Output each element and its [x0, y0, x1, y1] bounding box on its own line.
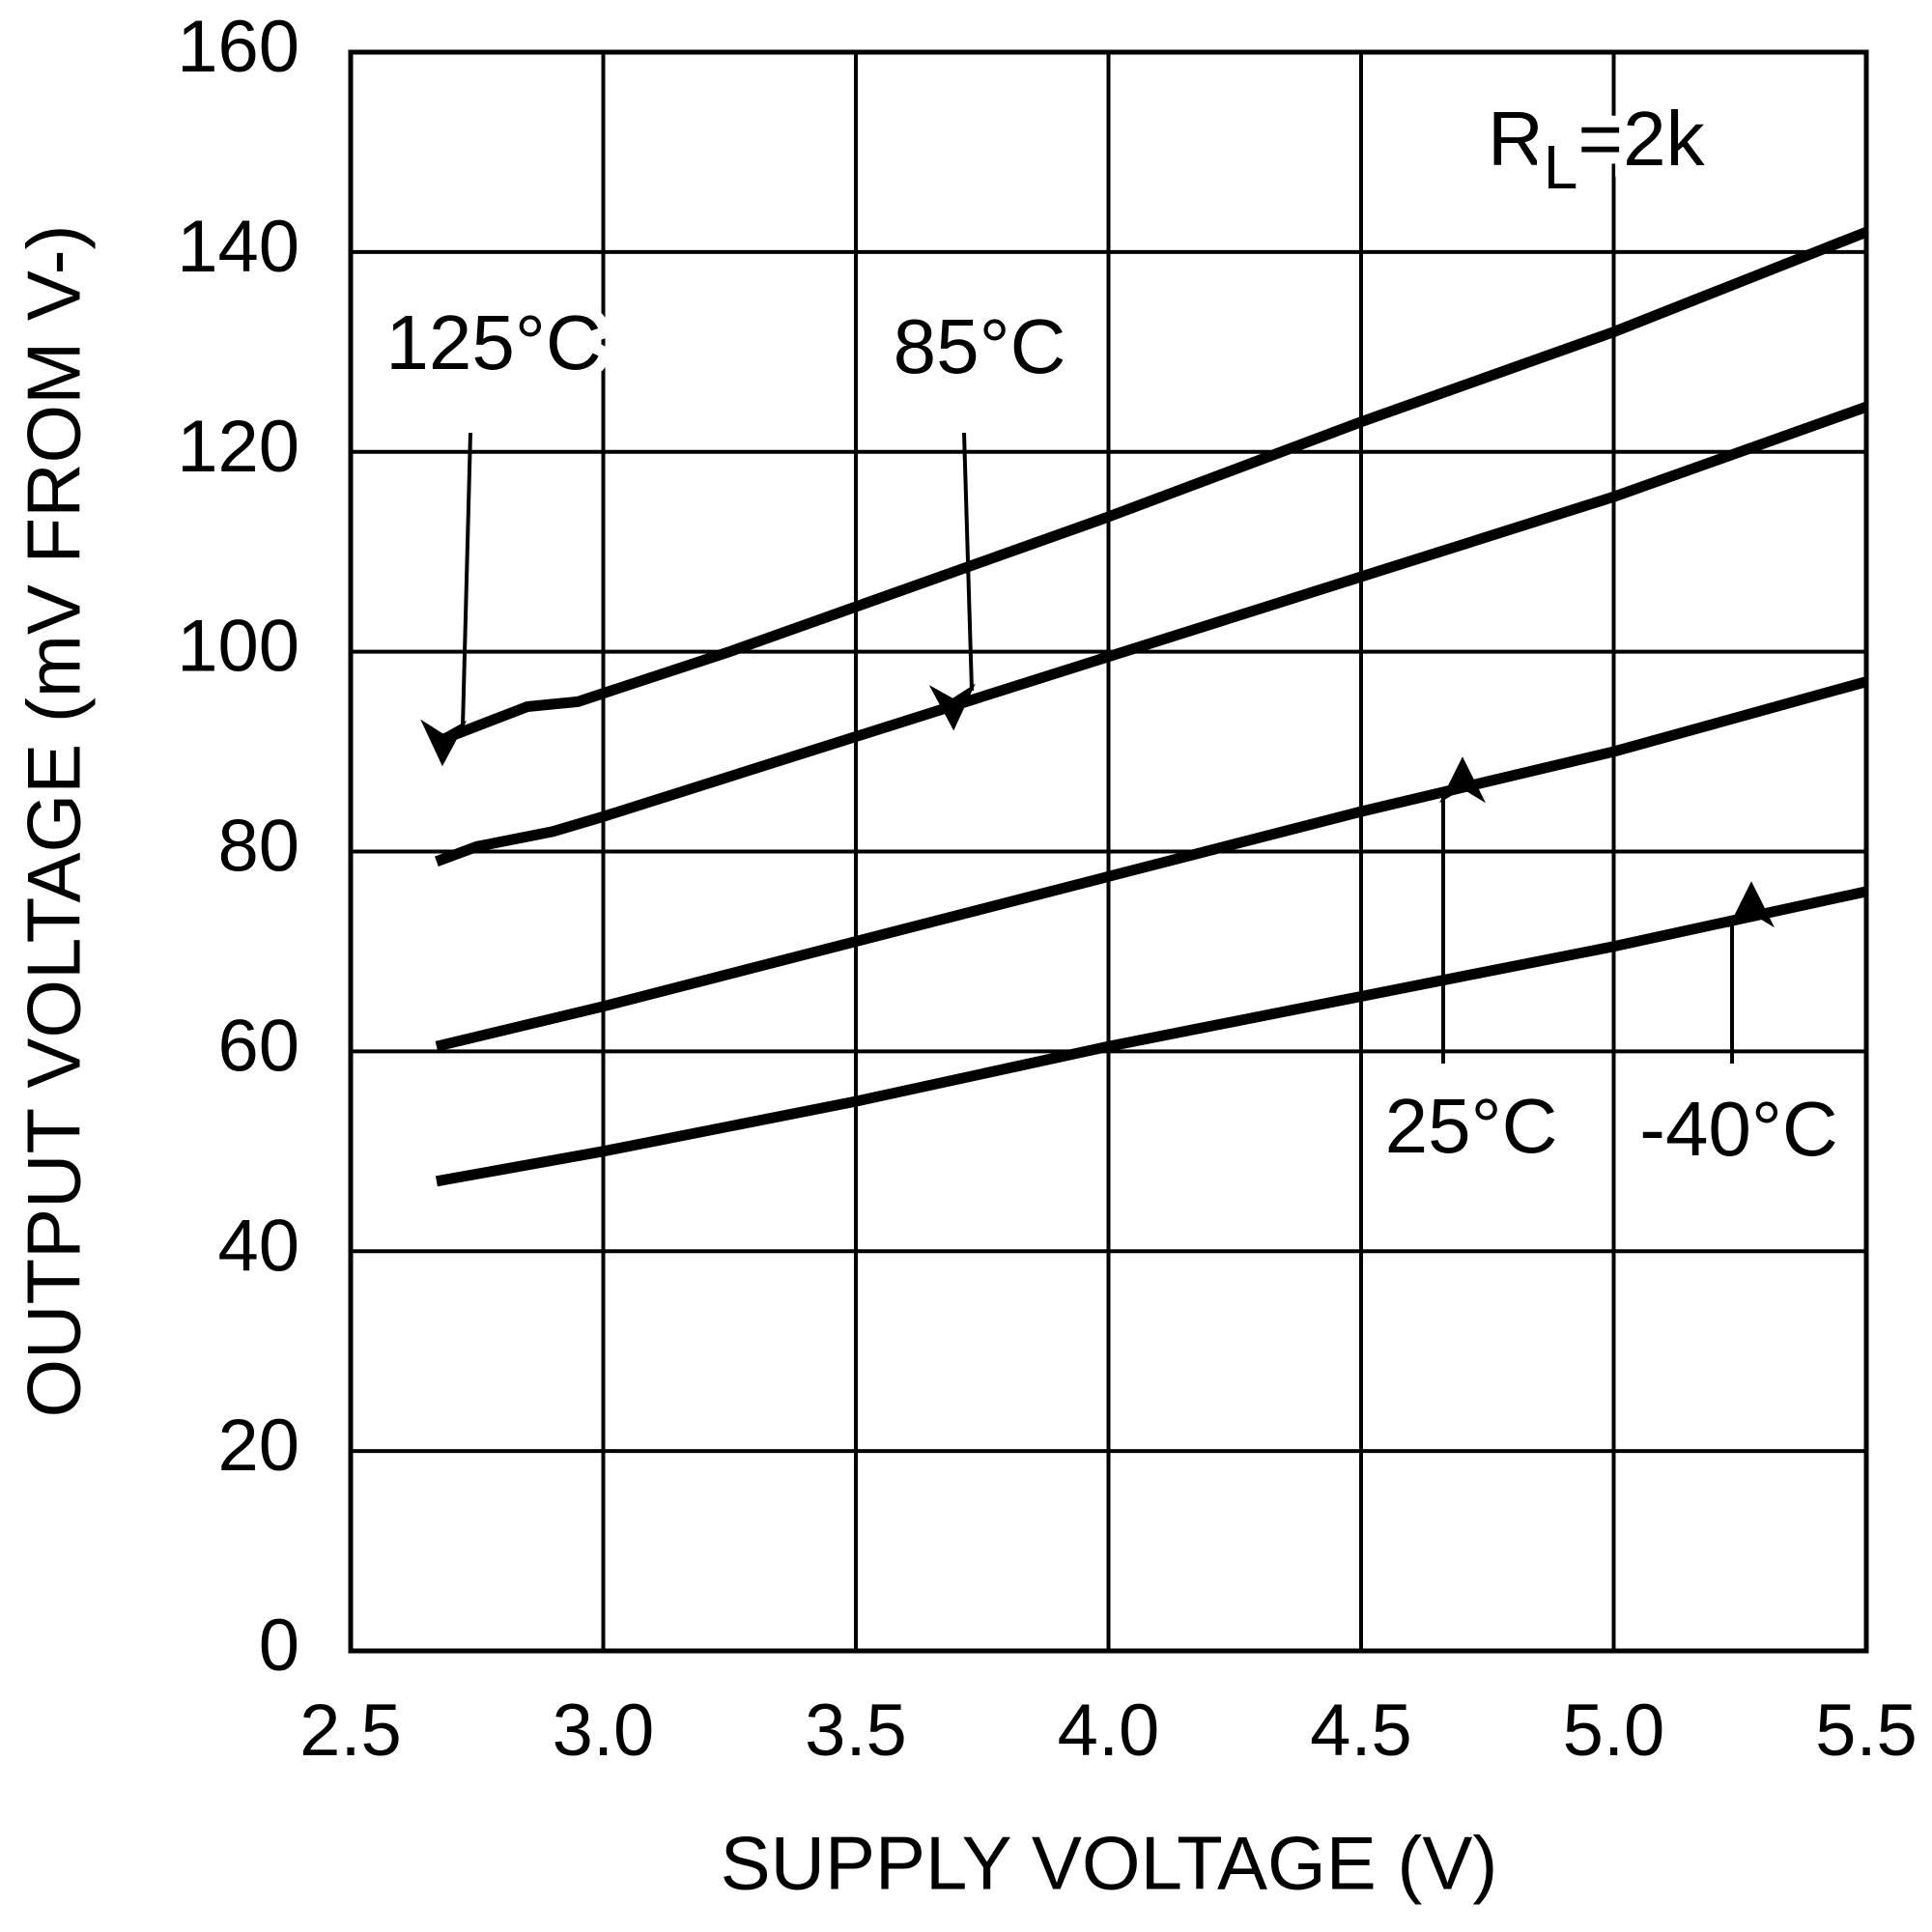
x-tick-label: 3.0 — [553, 1690, 655, 1772]
series-line — [435, 676, 1868, 1052]
load-label-subscript: L — [1544, 132, 1578, 202]
x-tick-label: 5.5 — [1815, 1690, 1918, 1772]
x-tick-label: 4.5 — [1310, 1690, 1412, 1772]
y-tick-label: 40 — [217, 1205, 299, 1287]
y-tick-label: 0 — [259, 1605, 299, 1687]
y-tick-label: 140 — [177, 206, 299, 288]
grid — [349, 50, 1868, 1653]
series-line — [435, 886, 1868, 1187]
series-line — [434, 402, 1868, 867]
series-label: 85°C — [894, 303, 1066, 389]
x-tick-label: 3.5 — [805, 1690, 907, 1772]
annotations: 125°C 85°C 25°C -40°C — [374, 288, 1849, 1183]
y-tick-label: 120 — [177, 406, 299, 488]
load-label-suffix: =2k — [1577, 96, 1705, 182]
y-tick-label: 80 — [217, 806, 299, 888]
plot-lines — [434, 227, 1869, 1187]
y-axis-title: OUTPUT VOLTAGE (mV FROM V-) — [12, 224, 97, 1417]
series-line — [434, 227, 1869, 747]
plot-frame — [348, 49, 1869, 1654]
x-tick-label: 2.5 — [299, 1690, 402, 1772]
series-label: -40°C — [1639, 1086, 1837, 1172]
load-label-main: R — [1488, 96, 1544, 182]
x-tick-label: 4.0 — [1058, 1690, 1160, 1772]
x-tick-label: 5.0 — [1563, 1690, 1665, 1772]
y-tick-label: 60 — [217, 1005, 299, 1087]
y-tick-label: 20 — [217, 1405, 299, 1487]
annotation-arrow — [928, 432, 976, 731]
y-tick-label: 160 — [177, 6, 299, 88]
x-axis-title: SUPPLY VOLTAGE (V) — [721, 1821, 1498, 1906]
load-label: RL=2k — [1488, 96, 1706, 202]
y-tick-label: 100 — [177, 606, 299, 688]
series-label: 25°C — [1385, 1083, 1558, 1169]
series-label: 125°C — [385, 299, 601, 385]
annotation-arrow — [420, 432, 472, 767]
